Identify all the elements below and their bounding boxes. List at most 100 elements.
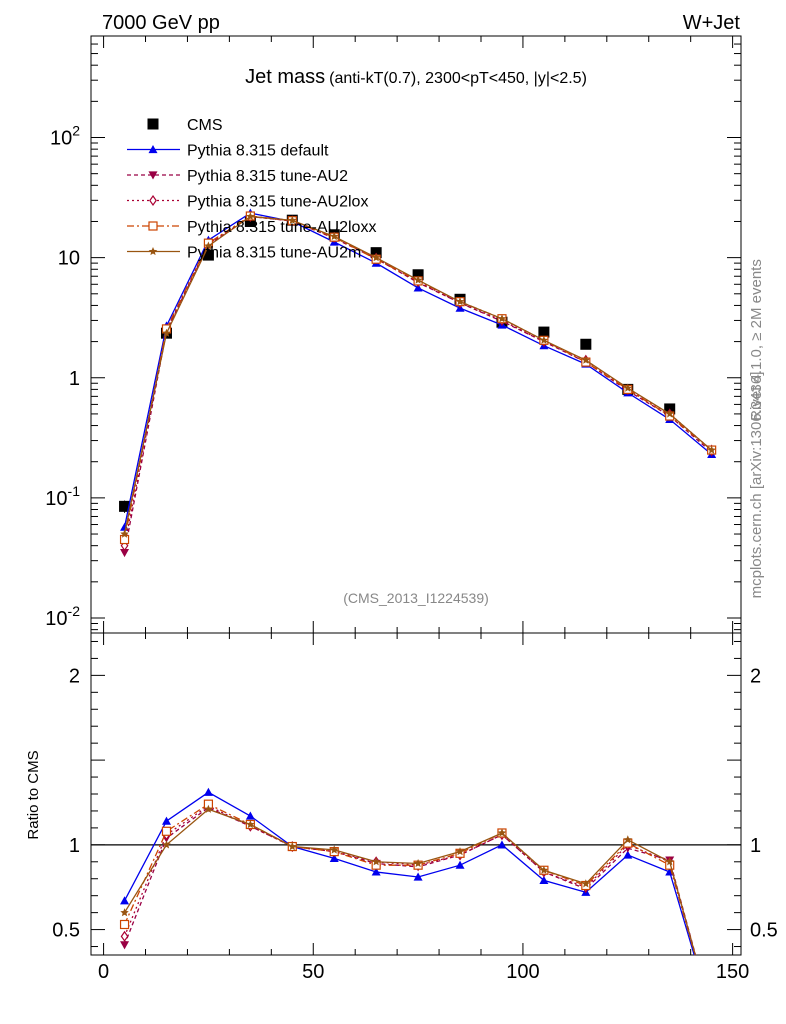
- header-energy-label: 7000 GeV pp: [102, 12, 220, 34]
- data-point-marker: [497, 314, 507, 323]
- data-point-marker: [371, 253, 381, 262]
- data-point-marker: [162, 840, 171, 849]
- legend: CMS Pythia 8.315 default Pythia 8.315 tune…: [127, 117, 376, 262]
- data-point-marker: [665, 857, 674, 866]
- data-point-marker: [246, 820, 255, 829]
- y-tick-label-right: 2: [750, 665, 761, 687]
- series-line: [123, 215, 713, 540]
- y-tick-label: 10-1: [45, 483, 80, 510]
- data-point-marker: [497, 840, 507, 849]
- data-point-marker: [707, 445, 716, 454]
- legend-entry: Pythia 8.315 default: [127, 143, 329, 160]
- chart-title-detail: (anti-kT(0.7), 2300<pT<450, |y|<2.5): [329, 70, 587, 87]
- ratio-x-axis: 0 50 100 150: [98, 633, 749, 983]
- ratio-y-axis: 0.5 0.5 1 1 2 2: [52, 640, 778, 948]
- legend-label: Pythia 8.315 tune-AU2lox: [187, 194, 368, 211]
- data-point-marker: [623, 835, 633, 844]
- data-point-marker: [161, 816, 171, 825]
- legend-label: Pythia 8.315 default: [187, 143, 329, 160]
- x-tick-label: 50: [302, 961, 324, 983]
- data-point-marker: [329, 853, 339, 862]
- data-point-marker: [246, 212, 255, 221]
- rivet-version-label: Rivet 4.1.0, ≥ 2M events: [748, 259, 765, 421]
- top-series-layer: [119, 208, 717, 558]
- data-point-marker: [329, 845, 339, 854]
- series-pythia-8-315-tune-au2loxx: [119, 211, 717, 545]
- legend-label: Pythia 8.315 tune-AU2: [187, 168, 348, 185]
- mcplots-reference-label: mcplots.cern.ch [arXiv:1306.3436]: [748, 372, 765, 599]
- data-point-marker: [455, 297, 465, 306]
- data-point-marker: [120, 529, 129, 538]
- legend-label: Pythia 8.315 tune-AU2loxx: [187, 219, 376, 236]
- data-point-marker: [119, 500, 131, 512]
- data-point-marker: [203, 787, 213, 796]
- data-point-marker: [148, 145, 158, 154]
- data-point-marker: [539, 865, 549, 874]
- data-point-marker: [455, 847, 465, 856]
- data-point-marker: [120, 549, 130, 558]
- series-pythia-8-315-tune-au2m: [120, 212, 716, 538]
- data-point-marker: [120, 908, 129, 917]
- ratio-series-pythia-8-315-tune-au2loxx: [119, 799, 696, 956]
- y-tick-label: 1: [69, 368, 80, 390]
- data-point-marker: [161, 826, 172, 836]
- legend-entry: Pythia 8.315 tune-AU2m: [127, 245, 361, 262]
- legend-entry: Pythia 8.315 tune-AU2lox: [127, 194, 368, 211]
- data-point-marker: [623, 383, 633, 392]
- data-point-marker: [413, 859, 423, 868]
- data-point-marker: [371, 867, 381, 876]
- top-panel: 10-2 10-1 1 10 102 Jet mass (anti-kT(0.7), 23…: [45, 35, 742, 634]
- y-tick-label: 10: [58, 248, 80, 270]
- data-point-marker: [412, 269, 424, 281]
- data-point-marker: [245, 811, 255, 820]
- data-point-marker: [119, 534, 130, 545]
- data-point-marker: [120, 896, 130, 905]
- ratio-panel: 0.5 0.5 1 1 2 2 0 50 100 150 Ratio to CMS: [25, 632, 778, 983]
- data-point-marker: [581, 879, 591, 888]
- y-tick-label: 1: [69, 835, 80, 857]
- data-point-marker: [539, 875, 549, 885]
- analysis-watermark: (CMS_2013_I1224539): [343, 590, 489, 606]
- legend-entry: Pythia 8.315 tune-AU2: [127, 168, 348, 185]
- legend-label: Pythia 8.315 tune-AU2m: [187, 245, 361, 262]
- data-point-marker: [413, 872, 423, 881]
- series-pythia-8-315-tune-au2lox: [120, 210, 716, 552]
- data-point-marker: [455, 860, 465, 869]
- data-point-marker: [288, 215, 297, 225]
- header-process-label: W+Jet: [683, 12, 741, 34]
- series-line: [123, 215, 713, 546]
- data-point-marker: [288, 842, 297, 851]
- ratio-line: [123, 803, 696, 956]
- ratio-line: [123, 806, 697, 956]
- top-y-axis: 10-2 10-1 1 10 102: [45, 35, 741, 631]
- data-point-marker: [538, 326, 550, 338]
- data-point-marker: [148, 247, 158, 256]
- ratio-series-pythia-8-315-tune-au2: [120, 803, 697, 956]
- data-point-marker: [119, 919, 130, 930]
- data-point-marker: [413, 283, 423, 292]
- ratio-series-pythia-8-315-tune-au2m: [120, 804, 696, 956]
- chart-title-main: Jet mass: [245, 66, 325, 88]
- data-point-marker: [204, 241, 213, 250]
- y-tick-label-right: 0.5: [750, 920, 778, 942]
- x-tick-label: 100: [506, 961, 539, 983]
- ratio-line: [123, 805, 696, 956]
- top-x-axis: [103, 36, 734, 633]
- ratio-axis-label: Ratio to CMS: [25, 750, 42, 839]
- data-point-marker: [120, 930, 129, 942]
- data-point-marker: [413, 275, 423, 284]
- x-tick-label: 0: [98, 961, 109, 983]
- data-point-marker: [665, 409, 674, 418]
- legend-entry: Pythia 8.315 tune-AU2loxx: [127, 219, 376, 236]
- data-point-marker: [120, 941, 130, 950]
- data-point-marker: [580, 338, 592, 350]
- data-point-marker: [147, 118, 159, 130]
- ratio-line: [123, 808, 696, 956]
- data-point-marker: [623, 850, 633, 859]
- data-point-marker: [162, 328, 171, 337]
- ratio-panel-frame: [90, 632, 742, 956]
- legend-entry: CMS: [147, 117, 223, 134]
- data-point-marker: [148, 171, 158, 180]
- ratio-series-layer: [119, 787, 697, 956]
